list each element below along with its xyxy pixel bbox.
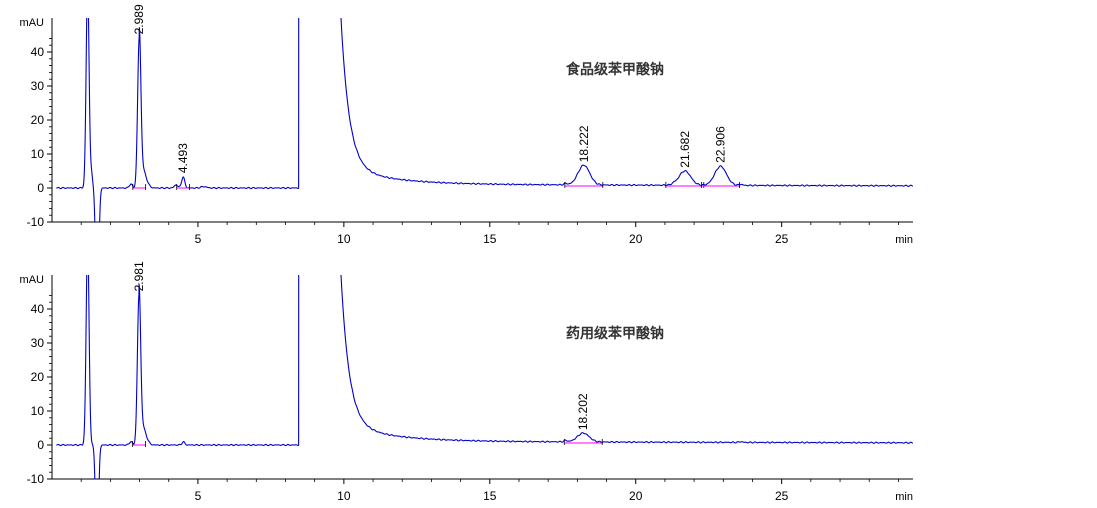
- x-tick-label: 15: [483, 489, 497, 503]
- y-tick-label: -10: [27, 215, 45, 229]
- x-tick-label: 5: [195, 232, 202, 246]
- panel-title: 食品级苯甲酸钠: [566, 61, 664, 78]
- peak-label: 18.202: [576, 393, 590, 430]
- x-axis-unit: min: [895, 234, 913, 246]
- chromatogram-trace: [56, 275, 913, 479]
- y-tick-label: 40: [31, 302, 45, 316]
- x-tick-label: 25: [775, 232, 789, 246]
- x-tick-label: 10: [337, 489, 351, 503]
- x-tick-label: 15: [483, 232, 497, 246]
- y-tick-label: 20: [31, 370, 45, 384]
- y-tick-label: 40: [31, 45, 45, 59]
- chromatogram-panel-1: -10 0 10 20 30 40 mAU 5 10 15 20 25 min 食品级苯甲酸钠 2.989 4…: [20, 4, 913, 246]
- x-tick-label: 10: [337, 232, 351, 246]
- x-tick-label: 25: [775, 489, 789, 503]
- y-tick-label: 30: [31, 79, 45, 93]
- y-axis-unit: mAU: [20, 274, 45, 286]
- x-axis-unit: min: [895, 491, 913, 503]
- x-tick-label: 20: [629, 489, 643, 503]
- y-tick-label: -10: [27, 472, 45, 486]
- y-axis-unit: mAU: [20, 17, 45, 29]
- peak-label: 4.493: [176, 143, 190, 173]
- peak-label: 18.222: [577, 125, 591, 162]
- panel-title: 药用级苯甲酸钠: [566, 325, 664, 342]
- peak-label: 21.682: [678, 131, 692, 168]
- y-tick-label: 0: [37, 438, 44, 452]
- x-tick-label: 5: [195, 489, 202, 503]
- y-tick-label: 10: [31, 404, 45, 418]
- peak-label: 2.989: [132, 4, 146, 34]
- chromatogram-trace: [56, 18, 913, 222]
- y-tick-label: 10: [31, 147, 45, 161]
- peak-label: 22.906: [714, 126, 728, 163]
- peak-label: 2.981: [132, 261, 146, 291]
- chromatogram-panel-2: -10 0 10 20 30 40 mAU 5 10 15 20 25 min 药用级苯甲酸钠 2.981 1…: [20, 261, 913, 503]
- y-tick-label: 20: [31, 113, 45, 127]
- y-tick-label: 30: [31, 336, 45, 350]
- y-tick-label: 0: [37, 181, 44, 195]
- x-tick-label: 20: [629, 232, 643, 246]
